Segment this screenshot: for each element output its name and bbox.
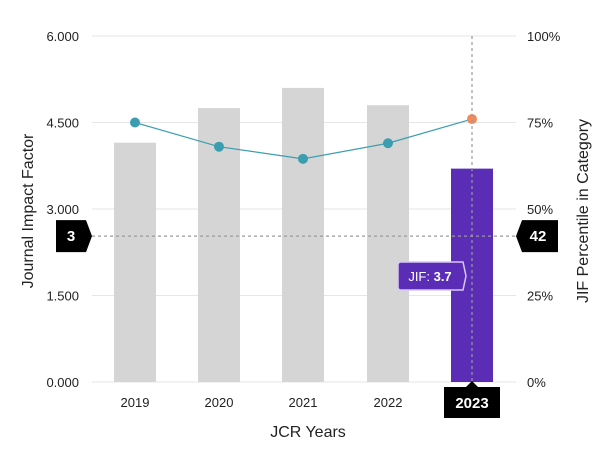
right-tick-label: 75% [527,116,553,131]
x-tick-label: 2022 [374,395,403,410]
right-tick-label: 25% [527,289,553,304]
percentile-point-2023[interactable] [467,114,477,125]
right-value-marker: 42 [516,220,558,253]
left-marker-label: 3 [67,228,75,245]
left-tick-label: 1.500 [46,289,79,304]
svg-text:JIF: 3.7: JIF: 3.7 [408,269,451,284]
percentile-point-2019[interactable] [130,117,140,128]
jif-bar-2019[interactable] [114,142,156,382]
selected-year-label: 2023 [455,395,488,412]
crosshair [92,36,516,382]
jif-bar-2021[interactable] [282,87,324,383]
selected-year-badge[interactable]: 2023 [444,381,500,418]
left-tick-label: 0.000 [46,375,79,390]
left-tick-label: 3.000 [46,202,79,217]
x-axis-title: JCR Years [270,424,346,441]
x-tick-label: 2020 [205,395,234,410]
tooltip-value: 3.7 [434,269,452,284]
right-tick-label: 50% [527,202,553,217]
jif-tooltip: JIF: 3.7 [397,261,467,291]
y-axis-title-right: JIF Percentile in Category [575,119,592,303]
right-axis-ticks: 0% 25% 50% 75% 100% [527,29,561,390]
x-tick-label: 2019 [121,395,150,410]
left-tick-label: 6.000 [46,29,79,44]
x-tick-label: 2021 [289,395,318,410]
left-tick-label: 4.500 [46,116,79,131]
percentile-point-2021[interactable] [298,153,308,164]
left-value-marker: 3 [56,220,92,253]
x-axis-ticks: 2019 2020 2021 2022 [121,395,403,410]
percentile-points [130,114,477,164]
y-axis-title-left: Journal Impact Factor [20,133,37,288]
jif-bar-2022[interactable] [367,105,409,382]
right-tick-label: 100% [527,29,561,44]
jif-bar-2020[interactable] [198,108,240,382]
left-axis-ticks: 0.000 1.500 3.000 4.500 6.000 [46,29,79,390]
percentile-point-2020[interactable] [214,141,224,152]
bars [114,87,493,383]
right-marker-label: 42 [530,228,547,245]
right-tick-label: 0% [527,375,546,390]
tooltip-prefix: JIF: [408,269,433,284]
percentile-point-2022[interactable] [383,138,393,149]
